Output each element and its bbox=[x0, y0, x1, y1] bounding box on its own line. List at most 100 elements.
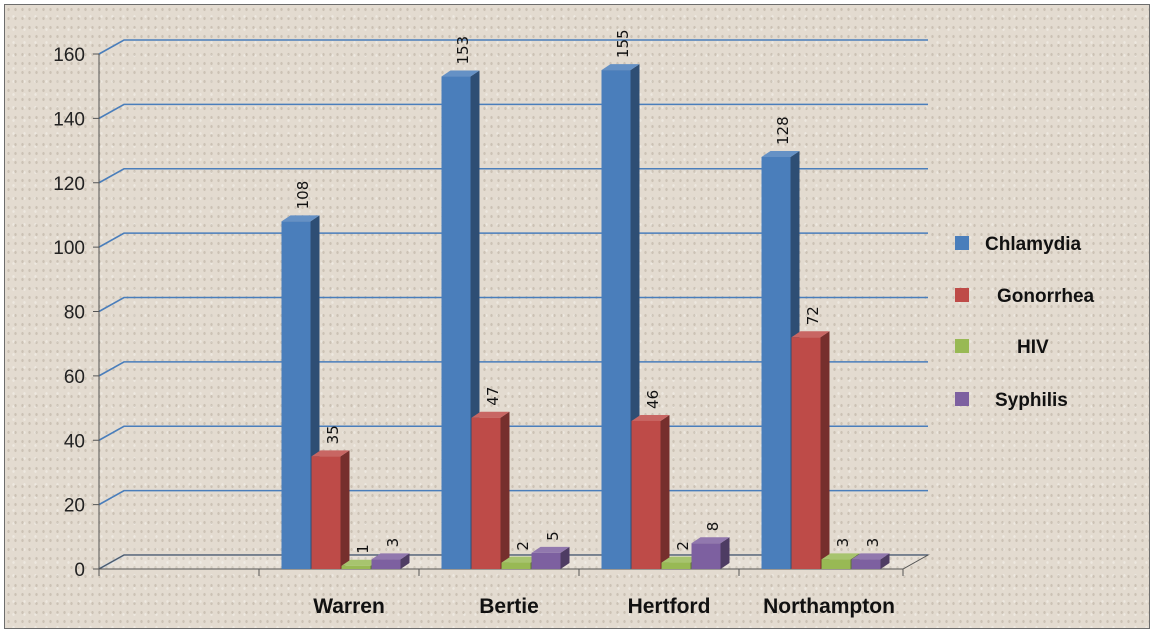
data-label: 72 bbox=[804, 306, 822, 325]
bar-gonorrhea-northampton bbox=[791, 331, 830, 569]
bar-front bbox=[501, 562, 531, 569]
gridline bbox=[98, 39, 928, 55]
bar-gonorrhea-warren bbox=[311, 450, 350, 569]
bar-side bbox=[500, 411, 510, 569]
gridline bbox=[98, 232, 928, 248]
bar-top bbox=[341, 559, 380, 566]
data-label: 3 bbox=[384, 538, 402, 548]
x-category-label: Northampton bbox=[763, 595, 895, 618]
data-label: 2 bbox=[674, 541, 692, 551]
legend-item-hiv: HIV bbox=[955, 337, 1049, 358]
bar-syphilis-northampton bbox=[851, 553, 890, 569]
bar-top bbox=[371, 553, 410, 560]
bar-side bbox=[820, 331, 830, 569]
data-label: 2 bbox=[514, 541, 532, 551]
x-axis-categories: Warren Bertie Hertford Northampton bbox=[313, 595, 895, 618]
data-label: 35 bbox=[324, 425, 342, 444]
bar-front bbox=[371, 559, 401, 569]
bar-side bbox=[340, 450, 350, 569]
bar-front bbox=[471, 417, 501, 569]
data-label: 5 bbox=[544, 531, 562, 541]
bar-top bbox=[761, 151, 800, 157]
y-tick-label: 100 bbox=[53, 238, 85, 259]
data-label: 3 bbox=[834, 538, 852, 548]
legend-label: Gonorrhea bbox=[997, 286, 1095, 307]
bar-side bbox=[880, 553, 890, 569]
data-label: 1 bbox=[354, 544, 372, 554]
legend: Chlamydia Gonorrhea HIV Syphilis bbox=[955, 234, 1095, 411]
bar-top bbox=[661, 556, 700, 563]
data-label: 8 bbox=[704, 522, 722, 532]
bar-front bbox=[341, 565, 371, 569]
y-tick-label: 20 bbox=[64, 496, 85, 517]
data-label: 46 bbox=[644, 390, 662, 409]
chart-svg: 0 20 40 60 80 100 120 140 160 108 35 1 3 153 47 2 5 155 4… bbox=[53, 29, 1095, 618]
bar-side bbox=[560, 546, 570, 569]
bar-top bbox=[281, 215, 320, 222]
data-label: 128 bbox=[774, 116, 792, 145]
bar-gonorrhea-hertford bbox=[631, 414, 670, 569]
bar-top bbox=[691, 537, 730, 544]
bar-top bbox=[601, 64, 640, 71]
data-label: 153 bbox=[454, 36, 472, 65]
bar-gonorrhea-bertie bbox=[471, 411, 510, 569]
bar-front bbox=[791, 337, 821, 569]
y-axis-ticks: 0 20 40 60 80 100 120 140 160 bbox=[53, 45, 99, 581]
gridline bbox=[98, 103, 928, 120]
x-category-label: Hertford bbox=[628, 595, 711, 618]
data-label: 47 bbox=[484, 387, 502, 406]
bar-syphilis-warren bbox=[371, 553, 410, 569]
bar-front bbox=[661, 562, 691, 569]
legend-label: Chlamydia bbox=[985, 234, 1082, 255]
y-tick-label: 80 bbox=[64, 303, 85, 324]
bar-chlamydia-hertford bbox=[601, 64, 640, 569]
bar-front bbox=[601, 70, 631, 569]
bar-top bbox=[631, 414, 670, 421]
gridline bbox=[98, 361, 928, 377]
bar-side bbox=[400, 553, 410, 569]
data-label: 155 bbox=[614, 29, 632, 58]
bar-top bbox=[441, 70, 480, 77]
bar-syphilis-hertford bbox=[691, 537, 730, 569]
bar-front bbox=[631, 420, 661, 569]
chart-frame: 0 20 40 60 80 100 120 140 160 108 35 1 3 153 47 2 5 155 4… bbox=[4, 4, 1150, 629]
bar-front bbox=[821, 559, 851, 569]
bar-front bbox=[851, 559, 881, 569]
legend-label: Syphilis bbox=[995, 390, 1068, 411]
bar-syphilis-bertie bbox=[531, 546, 570, 569]
bar-front bbox=[531, 552, 561, 569]
bar-top bbox=[531, 546, 570, 553]
data-label: 108 bbox=[294, 181, 312, 210]
y-tick-label: 40 bbox=[64, 431, 85, 452]
bar-front bbox=[281, 221, 311, 569]
legend-item-gonorrhea: Gonorrhea bbox=[955, 286, 1095, 307]
x-category-label: Warren bbox=[313, 595, 385, 618]
y-tick-label: 60 bbox=[64, 367, 85, 388]
legend-swatch bbox=[955, 392, 969, 406]
bar-top bbox=[821, 553, 860, 560]
bar-top bbox=[311, 450, 350, 457]
legend-swatch bbox=[955, 288, 969, 302]
bars bbox=[281, 64, 890, 569]
bar-top bbox=[791, 331, 830, 338]
bar-front bbox=[311, 456, 341, 569]
bar-side bbox=[660, 414, 670, 569]
y-tick-label: 120 bbox=[53, 174, 85, 195]
y-tick-label: 140 bbox=[53, 109, 85, 130]
legend-swatch bbox=[955, 339, 969, 353]
x-category-label: Bertie bbox=[479, 595, 539, 618]
bar-top bbox=[501, 556, 540, 563]
data-labels: 108 35 1 3 153 47 2 5 155 46 2 8 128 72 3 3 bbox=[294, 29, 882, 553]
bar-front bbox=[441, 76, 471, 569]
y-tick-label: 160 bbox=[53, 45, 85, 66]
bar-top bbox=[471, 411, 510, 418]
data-label: 3 bbox=[864, 538, 882, 548]
gridline bbox=[98, 167, 928, 184]
bar-top bbox=[851, 553, 890, 560]
legend-swatch bbox=[955, 236, 969, 250]
bar-side bbox=[720, 537, 730, 569]
legend-label: HIV bbox=[1017, 337, 1049, 358]
legend-item-chlamydia: Chlamydia bbox=[955, 234, 1082, 255]
y-tick-label: 0 bbox=[74, 560, 85, 581]
gridline bbox=[98, 296, 928, 313]
